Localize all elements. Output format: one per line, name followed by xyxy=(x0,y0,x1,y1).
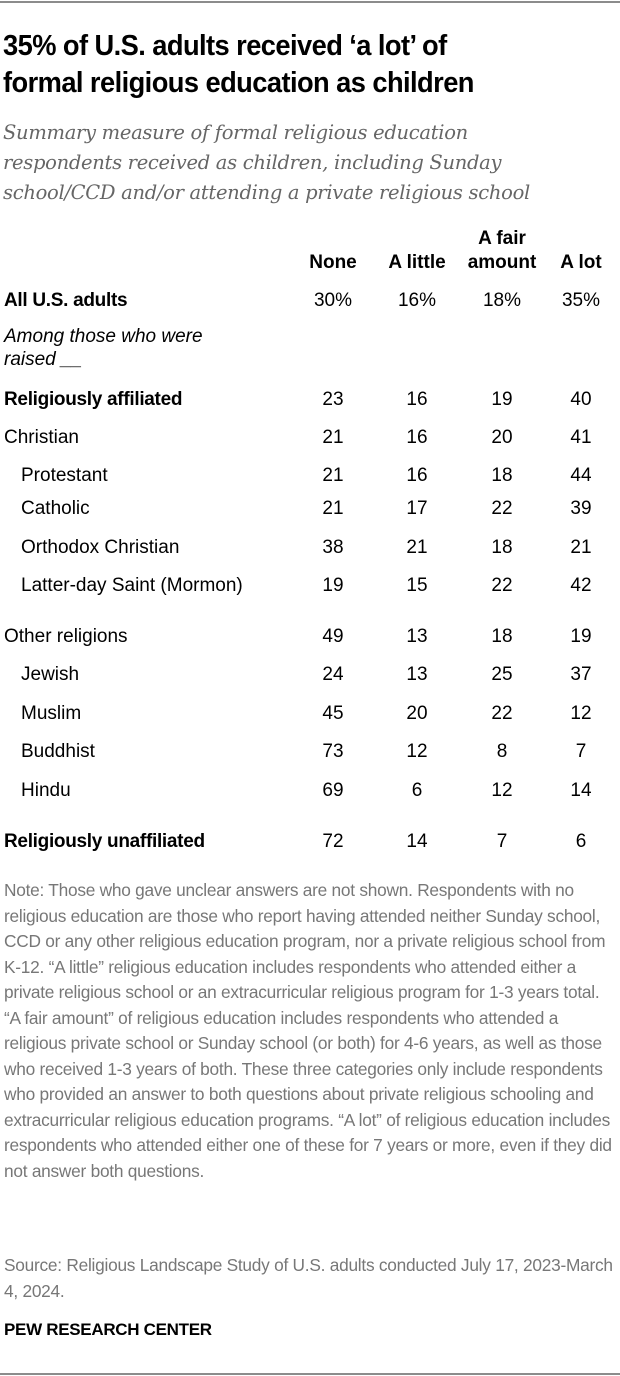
cell-a-lot: 44 xyxy=(570,465,592,486)
cell-a-fair-amount: 22 xyxy=(491,498,513,519)
cell-a-lot: 39 xyxy=(570,498,592,519)
cell-a-fair-amount: 25 xyxy=(491,664,513,685)
cell-a-lot: 19 xyxy=(570,626,592,647)
cell-a-lot: 6 xyxy=(575,831,587,852)
cell-none: 45 xyxy=(322,703,344,724)
top-rule xyxy=(0,1,620,3)
cell-a-little: 16% xyxy=(397,290,437,311)
cell-none: 21 xyxy=(322,465,344,486)
title-line-1: 35% of U.S. adults received ‘a lot’ of xyxy=(3,30,447,62)
cell-a-fair-amount: 18% xyxy=(482,290,522,311)
column-header-a-little: A little xyxy=(388,252,446,273)
cell-a-fair-amount: 18 xyxy=(491,537,513,558)
cell-a-fair-amount: 20 xyxy=(491,427,513,448)
cell-a-fair-amount: 12 xyxy=(491,780,513,801)
cell-none: 23 xyxy=(322,389,344,410)
row-label: Christian xyxy=(4,427,79,448)
cell-none: 19 xyxy=(322,575,344,596)
cell-none: 24 xyxy=(322,664,344,685)
subtitle-line-3: school/CCD and/or attending a private re… xyxy=(3,181,530,204)
cell-none: 21 xyxy=(322,498,344,519)
row-label: Catholic xyxy=(21,498,90,519)
cell-a-little: 21 xyxy=(406,537,428,558)
cell-a-fair-amount: 19 xyxy=(491,389,513,410)
cell-a-little: 16 xyxy=(406,389,428,410)
column-header-none: None xyxy=(309,252,357,273)
row-label: Buddhist xyxy=(21,741,95,762)
cell-a-lot: 12 xyxy=(570,703,592,724)
cell-a-little: 15 xyxy=(406,575,428,596)
cell-a-little: 6 xyxy=(411,780,423,801)
subtitle-line-2: respondents received as children, includ… xyxy=(3,151,502,174)
cell-a-little: 16 xyxy=(406,427,428,448)
cell-a-fair-amount: 22 xyxy=(491,703,513,724)
cell-a-little: 20 xyxy=(406,703,428,724)
row-label: Orthodox Christian xyxy=(21,537,180,558)
cell-a-lot: 40 xyxy=(570,389,592,410)
cell-a-little: 13 xyxy=(406,626,428,647)
cell-none: 30% xyxy=(313,290,353,311)
row-label: Protestant xyxy=(21,465,108,486)
cell-a-little: 16 xyxy=(406,465,428,486)
column-header-a-fair-amount-line2: amount xyxy=(467,252,537,273)
subtitle-line-1: Summary measure of formal religious educ… xyxy=(3,121,468,144)
source-text: Source: Religious Landscape Study of U.S… xyxy=(4,1255,613,1301)
row-label: Jewish xyxy=(21,664,80,685)
cell-a-fair-amount: 22 xyxy=(491,575,513,596)
column-header-a-lot: A lot xyxy=(560,252,602,273)
row-label: All U.S. adults xyxy=(4,290,128,311)
row-label: Latter-day Saint (Mormon) xyxy=(21,575,243,596)
bottom-rule xyxy=(0,1373,620,1375)
cell-a-lot: 41 xyxy=(570,427,592,448)
note-text: Note: Those who gave unclear answers are… xyxy=(4,880,612,1181)
cell-none: 72 xyxy=(322,831,344,852)
row-label: Other religions xyxy=(4,626,128,647)
title-line-2: formal religious education as children xyxy=(3,67,474,99)
cell-a-fair-amount: 8 xyxy=(496,741,508,762)
cell-a-lot: 21 xyxy=(570,537,592,558)
cell-a-little: 12 xyxy=(406,741,428,762)
cell-a-lot: 14 xyxy=(570,780,592,801)
section-label-line-1: Among those who were xyxy=(4,326,203,347)
row-label: Muslim xyxy=(21,703,82,724)
cell-a-fair-amount: 18 xyxy=(491,626,513,647)
cell-none: 49 xyxy=(322,626,344,647)
brand-logo-text: PEW RESEARCH CENTER xyxy=(4,1320,212,1339)
cell-none: 69 xyxy=(322,780,344,801)
chart-subtitle: Summary measure of formal religious educ… xyxy=(3,118,618,208)
cell-a-little: 13 xyxy=(406,664,428,685)
row-label: Religiously unaffiliated xyxy=(4,831,205,852)
row-label: Religiously affiliated xyxy=(4,389,183,410)
cell-none: 73 xyxy=(322,741,344,762)
column-header-a-fair-amount-line1: A fair xyxy=(478,228,526,249)
cell-none: 38 xyxy=(322,537,344,558)
cell-a-lot: 37 xyxy=(570,664,592,685)
chart-title: 35% of U.S. adults received ‘a lot’ of f… xyxy=(3,28,578,102)
cell-a-fair-amount: 18 xyxy=(491,465,513,486)
cell-a-fair-amount: 7 xyxy=(496,831,508,852)
section-label-line-2: raised __ xyxy=(4,349,83,370)
cell-a-little: 17 xyxy=(406,498,428,519)
cell-a-lot: 35% xyxy=(561,290,601,311)
row-label: Hindu xyxy=(21,780,71,801)
cell-a-lot: 42 xyxy=(570,575,592,596)
cell-a-lot: 7 xyxy=(575,741,587,762)
cell-none: 21 xyxy=(322,427,344,448)
cell-a-little: 14 xyxy=(406,831,428,852)
